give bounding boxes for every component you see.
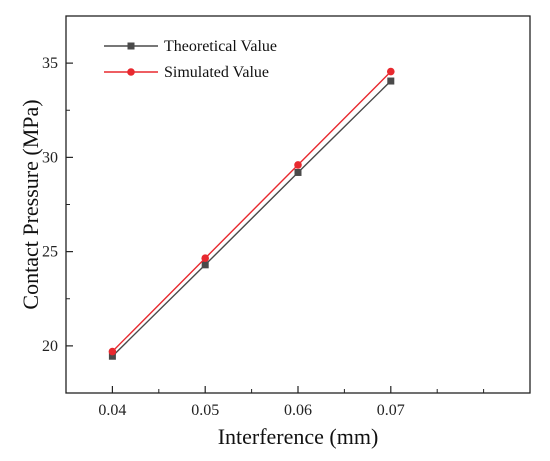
data-point-circle [108,347,117,356]
legend-marker-square [127,42,135,50]
axes: 20 25 30 35 0.04 0.05 0.06 0.07 [42,15,531,419]
series-line [111,71,392,352]
y-tick-label: 20 [42,338,58,355]
data-point-square [294,168,302,176]
data-point-circle [294,161,302,169]
y-tick-label: 35 [42,55,58,72]
series-line [111,80,392,357]
y-tick-label: 30 [42,149,58,166]
data-point-square [201,261,209,269]
x-tick-label: 0.04 [98,402,126,419]
legend-label: Simulated Value [164,64,269,81]
data-point-square [108,352,116,360]
data-point-square [387,77,395,85]
legend-marker-circle [127,68,135,76]
legend-label: Theoretical Value [164,38,277,55]
data-point-circle [201,254,209,263]
y-axis-title: Contact Pressure (MPa) [18,99,43,309]
legend: Theoretical Value Simulated Value [104,38,277,81]
x-axis-title: Interference (mm) [218,424,379,449]
data-point-circle [387,67,395,76]
series-layer [108,67,395,360]
x-tick-label: 0.06 [284,402,312,419]
y-tick-label: 25 [42,244,58,261]
x-tick-label: 0.07 [377,402,405,419]
x-tick-label: 0.05 [191,402,219,419]
